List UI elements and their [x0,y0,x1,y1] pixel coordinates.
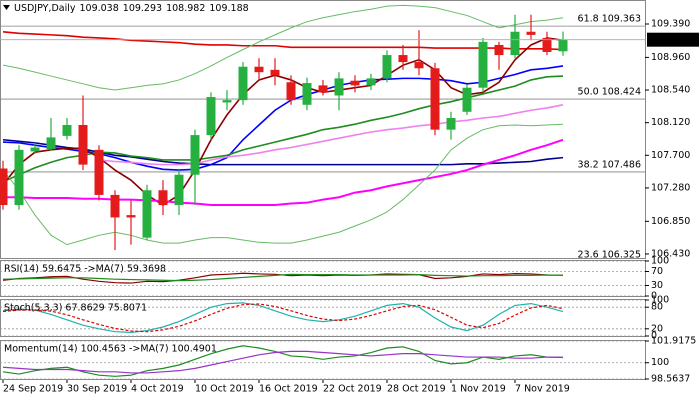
open-value: 109.038 [79,3,118,14]
indicator-line [2,123,564,246]
indicator-line [2,302,564,334]
candle-body [462,87,472,112]
y-tick-label: 100 [651,295,669,306]
y-tick-label: 106.850 [651,216,690,227]
candle-body [14,149,24,206]
candle-body [558,39,568,52]
menu-icon[interactable] [3,5,10,10]
candle-body [494,44,504,56]
candle-body [46,137,56,150]
indicator-line [2,303,564,333]
x-tick-label: 24 Sep 2019 [3,384,63,395]
candle-body [30,147,40,152]
indicator-line [2,4,564,91]
candle-body [158,190,168,206]
candle-body [174,174,184,206]
panel-frame [0,340,646,380]
indicator-line [2,345,564,377]
panel-plot [0,261,645,296]
y-tick-label: 108.960 [651,52,690,63]
candle-body [382,55,392,79]
panel-title: Momentum(14) 100.4563 ->MA(7) 100.4901 [4,344,217,355]
chart-title: USDJPY,Daily [14,3,76,14]
candle-body [62,124,72,136]
y-tick-label: 80 [651,302,663,313]
candle-body [254,66,264,73]
x-tick-label: 28 Oct 2019 [387,384,446,395]
y-tick-label: 98.5637 [651,374,690,385]
x-tick-label: 7 Nov 2019 [515,384,570,395]
y-tick-label: 100 [651,256,669,267]
candle-body [78,124,88,165]
indicator-line [2,30,564,51]
candle-body [542,37,552,52]
candle-body [430,68,440,130]
y-tick-label: 108.540 [651,85,690,96]
x-tick-label: 10 Oct 2019 [195,384,254,395]
candle-body [334,78,344,96]
candle-body [94,149,104,195]
fib-level-label: 50.0 108.424 [578,87,641,98]
candle-body [238,66,248,101]
candle-body [286,82,296,101]
candle-body [142,190,152,238]
y-tick-label: 107.700 [651,150,690,161]
panel-plot: 61.8 109.363 50.0 108.424 38.2 107.486 23.6… [0,4,645,261]
low-value: 108.982 [166,3,205,14]
candle-body [526,31,536,35]
candle-body [318,85,328,93]
panel-plot [0,341,645,379]
candle-body [126,215,136,218]
panel-plot [0,300,645,336]
candle-body [414,62,424,69]
x-tick-label: 30 Sep 2019 [67,384,127,395]
y-tick-label: 0 [651,291,657,302]
candle-body [270,69,280,76]
indicator-line [98,104,564,166]
fib-level-label: 61.8 109.363 [578,14,641,25]
chart-header: USDJPY,Daily 109.038 109.293 108.982 109.188 [14,3,249,14]
fib-level-label: 38.2 107.486 [578,159,641,170]
candle-body [510,31,520,56]
indicator-line [2,273,564,282]
candle-body [478,41,488,88]
candle-body [206,97,216,136]
candle-body [398,55,408,63]
y-tick-label: 20 [651,323,663,334]
x-tick-label: 16 Oct 2019 [259,384,318,395]
y-tick-label: 107.280 [651,182,690,193]
panel-frame [0,0,646,259]
panel-frame [0,299,646,337]
y-tick-label: 0 [651,331,657,342]
fib-level-label: 23.6 106.325 [578,250,641,261]
candle-body [446,118,456,130]
candle-body [190,135,200,175]
indicator-line [3,138,564,207]
panel-title: RSI(14) 59.6475 ->MA(7) 59.3698 [4,264,166,275]
indicator-line [2,350,564,374]
current-price-label: 109.188 [651,34,690,45]
x-tick-label: 1 Nov 2019 [451,384,506,395]
y-tick-label: 108.120 [651,117,690,128]
candle-body [302,83,312,105]
x-tick-label: 4 Oct 2019 [131,384,184,395]
candle-body [0,168,8,206]
y-tick-label: 109.390 [651,18,690,29]
y-tick-label: 106.430 [651,248,690,259]
x-tick-label: 22 Oct 2019 [323,384,382,395]
candle-body [366,78,376,86]
candle-body [222,100,232,103]
candle-body [110,194,120,218]
current-price-box [647,32,699,47]
y-tick-label: 100 [651,357,669,368]
panel-frame [0,260,646,297]
high-value: 109.293 [123,3,162,14]
panel-title: Stoch(5,3,3) 67.8629 75.8071 [4,303,147,314]
y-tick-label: 70 [651,266,663,277]
close-value: 109.188 [209,3,248,14]
candle-body [350,80,360,86]
y-tick-label: 101.9175 [651,336,696,347]
y-tick-label: 30 [651,280,663,291]
